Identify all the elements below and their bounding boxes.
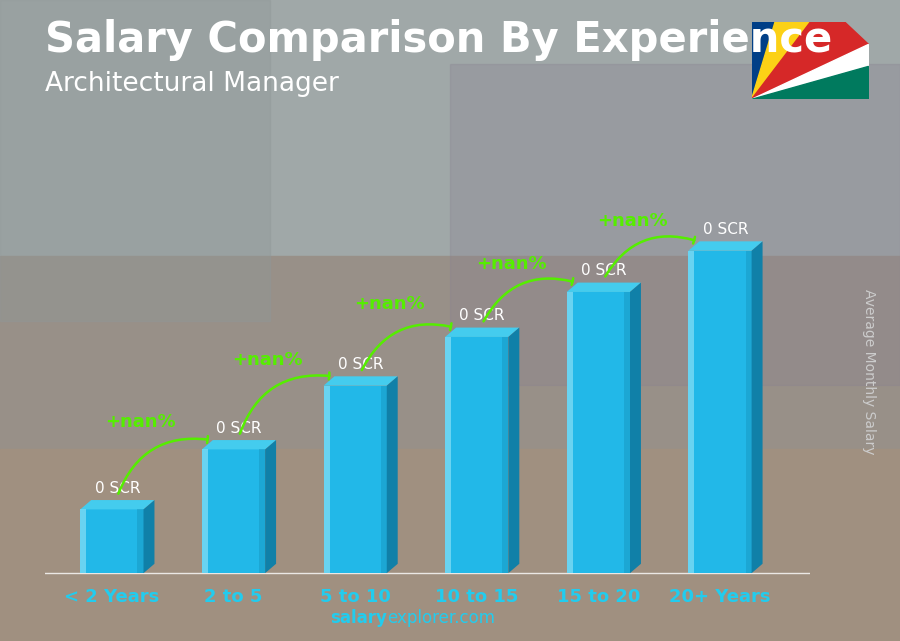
Text: 0 SCR: 0 SCR xyxy=(703,222,748,237)
Polygon shape xyxy=(567,283,641,292)
Polygon shape xyxy=(752,22,775,99)
Polygon shape xyxy=(752,44,868,99)
Text: 0 SCR: 0 SCR xyxy=(581,263,626,278)
Polygon shape xyxy=(752,22,810,99)
Polygon shape xyxy=(508,328,519,573)
Polygon shape xyxy=(567,292,630,573)
Text: Salary Comparison By Experience: Salary Comparison By Experience xyxy=(45,19,832,62)
Polygon shape xyxy=(0,449,900,641)
Polygon shape xyxy=(323,376,398,386)
Text: Average Monthly Salary: Average Monthly Salary xyxy=(861,289,876,454)
Polygon shape xyxy=(202,449,266,573)
Polygon shape xyxy=(80,510,143,573)
Polygon shape xyxy=(688,251,752,573)
Text: +nan%: +nan% xyxy=(232,351,303,369)
Polygon shape xyxy=(446,328,519,337)
Text: Architectural Manager: Architectural Manager xyxy=(45,71,339,97)
Polygon shape xyxy=(202,440,276,449)
Polygon shape xyxy=(323,386,387,573)
Text: +nan%: +nan% xyxy=(598,212,668,230)
Polygon shape xyxy=(446,337,451,573)
Polygon shape xyxy=(80,510,86,573)
Polygon shape xyxy=(143,500,155,573)
Polygon shape xyxy=(138,510,143,573)
Polygon shape xyxy=(387,376,398,573)
Polygon shape xyxy=(745,251,751,573)
Polygon shape xyxy=(259,449,266,573)
Polygon shape xyxy=(0,0,270,320)
Polygon shape xyxy=(450,64,900,385)
Polygon shape xyxy=(446,337,508,573)
Text: 0 SCR: 0 SCR xyxy=(216,420,262,435)
Text: explorer.com: explorer.com xyxy=(387,609,495,627)
Polygon shape xyxy=(567,292,572,573)
Polygon shape xyxy=(381,386,387,573)
Polygon shape xyxy=(752,67,868,99)
Polygon shape xyxy=(752,22,868,99)
Polygon shape xyxy=(688,242,762,251)
Text: 0 SCR: 0 SCR xyxy=(460,308,505,323)
Polygon shape xyxy=(752,242,762,573)
Text: +nan%: +nan% xyxy=(105,413,176,431)
Polygon shape xyxy=(0,256,900,449)
Text: salary: salary xyxy=(330,609,387,627)
Polygon shape xyxy=(266,440,276,573)
Polygon shape xyxy=(502,337,508,573)
Polygon shape xyxy=(688,251,695,573)
Text: 0 SCR: 0 SCR xyxy=(338,357,383,372)
Text: +nan%: +nan% xyxy=(476,255,546,273)
Polygon shape xyxy=(202,449,208,573)
Text: 0 SCR: 0 SCR xyxy=(94,481,140,495)
Polygon shape xyxy=(323,386,329,573)
Polygon shape xyxy=(80,500,155,510)
Polygon shape xyxy=(0,0,900,256)
Polygon shape xyxy=(624,292,630,573)
Text: +nan%: +nan% xyxy=(355,295,425,313)
Polygon shape xyxy=(630,283,641,573)
